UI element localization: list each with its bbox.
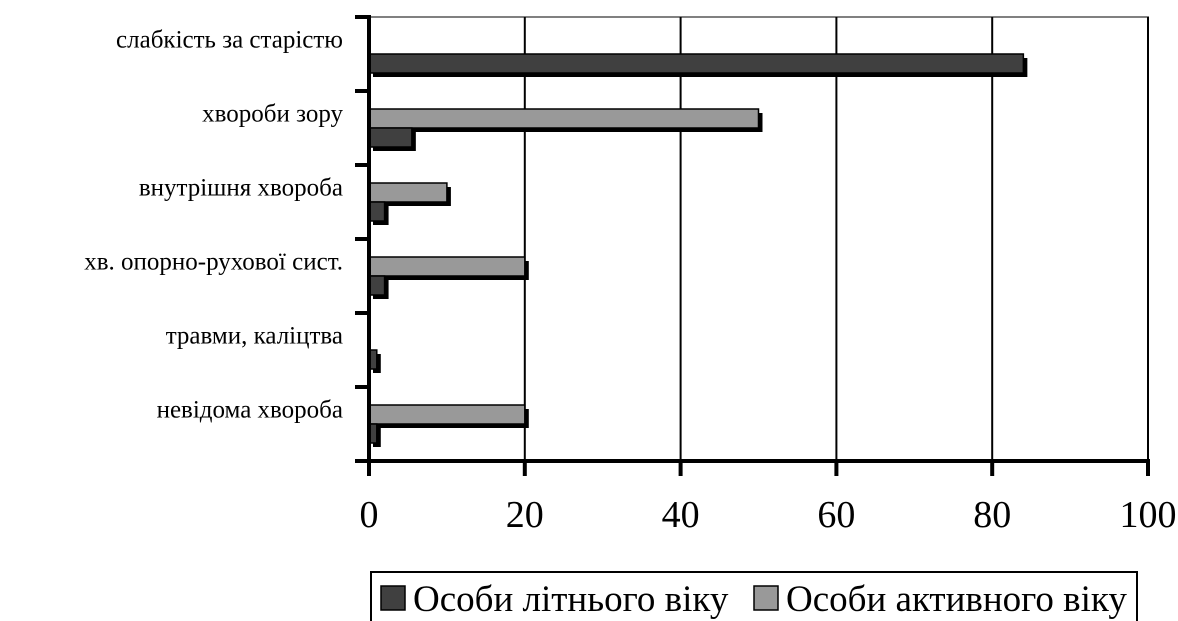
bar-elderly-1 [368, 127, 416, 151]
plot-area [368, 16, 1149, 462]
bar-face [368, 108, 760, 129]
category-label-3: хв. опорно-рухової сист. [84, 249, 343, 276]
x-tick-label-5: 100 [1120, 494, 1177, 536]
bar-face [368, 256, 526, 277]
bar-elderly-0 [368, 53, 1028, 77]
bar-elderly-2 [368, 201, 389, 225]
bar-face [368, 182, 448, 203]
bar-face [368, 275, 386, 296]
category-label-5: невідома хвороба [157, 397, 343, 424]
x-tick-label-1: 20 [506, 494, 544, 536]
bar-active-1 [368, 108, 763, 132]
plot-border [368, 16, 1149, 462]
x-tick-label-3: 60 [817, 494, 855, 536]
x-tick-label-0: 0 [360, 494, 379, 536]
category-label-2: внутрішня хвороба [139, 175, 343, 202]
x-tick-label-2: 40 [662, 494, 700, 536]
bar-active-3 [368, 256, 529, 280]
gridlines [523, 17, 1149, 461]
bar-face [368, 404, 526, 425]
x-tick-labels: 0 20 40 60 80 100 [360, 494, 1177, 536]
legend-label-0: Особи літнього віку [413, 579, 729, 620]
category-label-1: хвороби зору [202, 101, 343, 128]
legend-swatch-1 [753, 585, 779, 611]
category-label-0: слабкість за старістю [116, 27, 343, 54]
bar-face [368, 53, 1025, 74]
bar-active-2 [368, 182, 451, 206]
x-tick-label-4: 80 [973, 494, 1011, 536]
category-labels: слабкість за старістю хвороби зору внутріш… [84, 27, 343, 424]
legend-label-1: Особи активного віку [786, 579, 1127, 620]
category-label-4: травми, каліцтва [166, 323, 343, 350]
bar-face [368, 127, 413, 148]
bars [368, 53, 1028, 447]
bar-active-5 [368, 404, 529, 428]
bar-face [368, 201, 386, 222]
axes [355, 15, 1150, 476]
legend: Особи літнього віку Особи активного віку [370, 571, 1138, 621]
legend-swatch-0 [380, 585, 406, 611]
